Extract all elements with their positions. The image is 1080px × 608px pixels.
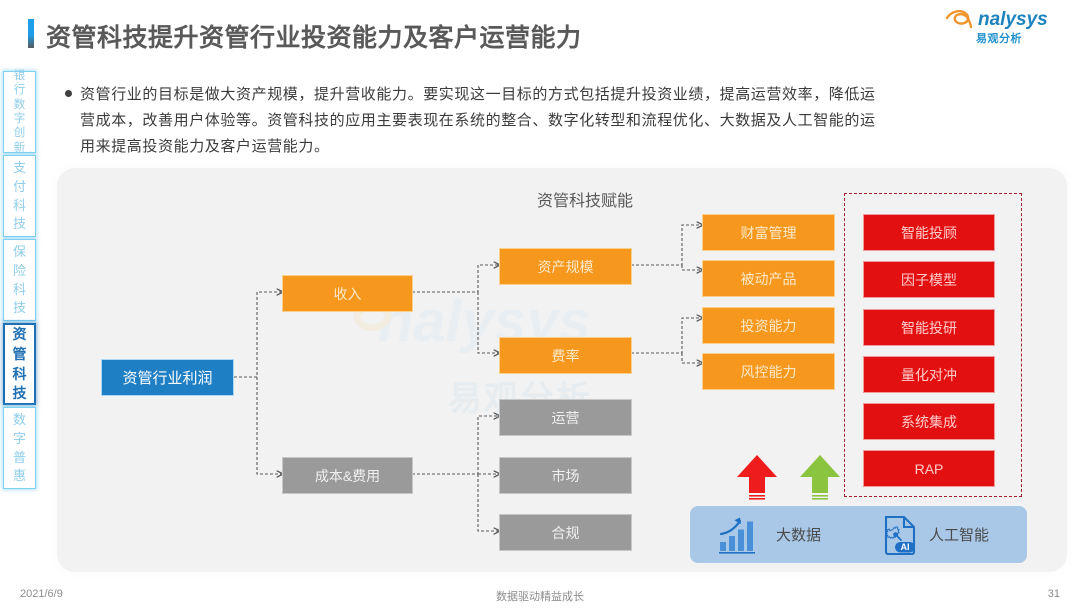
svg-text:nalysys: nalysys	[978, 9, 1048, 30]
svg-text:AI: AI	[901, 541, 910, 551]
